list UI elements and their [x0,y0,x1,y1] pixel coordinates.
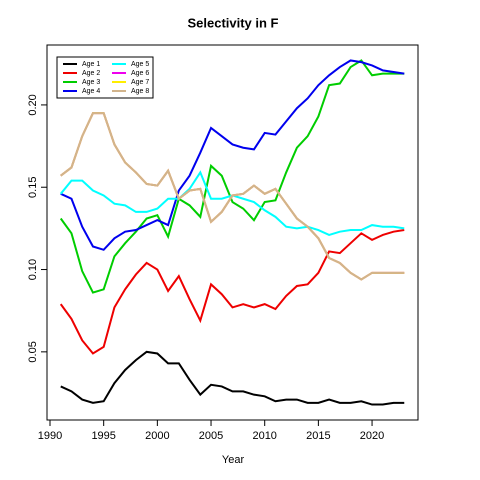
x-tick-label: 2015 [306,430,330,442]
legend-label: Age 1 [82,61,100,68]
series-line [59,170,405,237]
legend-label: Age 6 [131,70,149,77]
y-tick-label: 0.05 [27,341,39,362]
series-line [59,59,405,294]
legend-label: Age 2 [82,70,100,77]
x-tick-label: 2020 [360,430,384,442]
x-tick-label: 2010 [252,430,276,442]
x-axis-label: Year [222,454,245,466]
plot-box [46,44,419,421]
x-tick-label: 1990 [38,430,62,442]
series-line [60,59,405,251]
legend-label: Age 4 [82,88,100,95]
x-tick-label: 1995 [91,430,115,442]
x-tick-label: 2005 [199,430,223,442]
series-line [60,112,405,281]
legend-label: Age 7 [131,79,149,86]
legend-label: Age 8 [131,88,149,95]
legend-label: Age 5 [131,61,149,68]
legend-label: Age 3 [82,79,100,86]
series-line [59,229,405,355]
y-tick-label: 0.10 [27,259,39,280]
y-tick-label: 0.15 [27,177,39,198]
chart-title: Selectivity in F [187,15,278,30]
y-tick-label: 0.20 [27,94,39,115]
x-tick-label: 2000 [145,430,169,442]
series-line [60,350,405,406]
